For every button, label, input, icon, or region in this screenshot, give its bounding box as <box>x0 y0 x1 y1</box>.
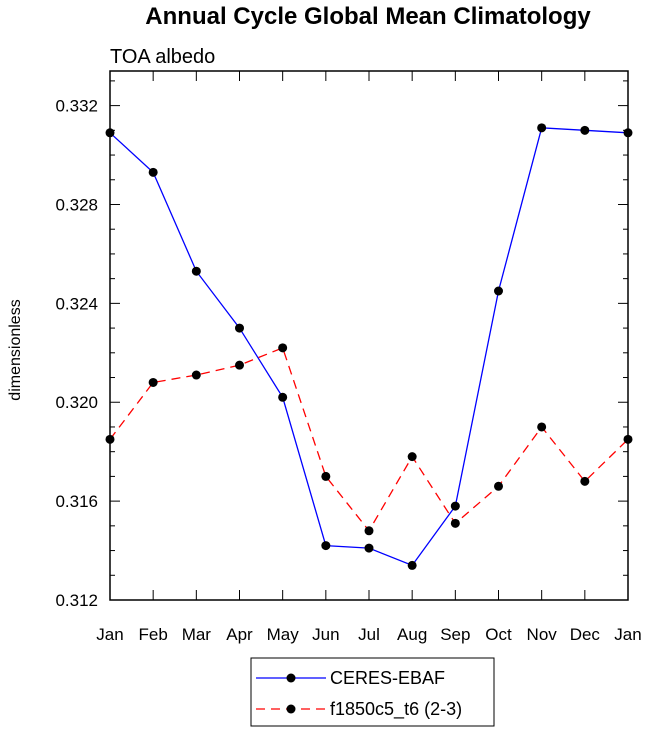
data-point-series-1 <box>407 452 417 462</box>
data-point-series-0 <box>450 501 460 511</box>
x-tick-labels: Jan Feb Mar Apr May Jun Jul Aug Sep Oct Nov Dec Jan <box>96 625 641 644</box>
legend-marker-series-1 <box>286 704 296 714</box>
data-point-series-0 <box>191 266 201 276</box>
y-tick-label: 0.320 <box>55 393 98 412</box>
data-point-series-0 <box>235 323 244 333</box>
data-point-series-0 <box>407 560 417 570</box>
x-tick-label: Jan <box>614 625 641 644</box>
legend-label-series-0: CERES-EBAF <box>330 668 445 688</box>
series-line-0 <box>109 127 629 567</box>
y-tick-label: 0.324 <box>55 294 98 313</box>
data-point-series-0 <box>623 128 633 138</box>
data-point-series-1 <box>321 471 331 481</box>
plot-frame <box>109 70 629 601</box>
data-point-series-0 <box>494 286 503 296</box>
chart-subtitle: TOA albedo <box>110 46 215 68</box>
legend-marker-series-0 <box>286 673 296 683</box>
y-tick-label: 0.316 <box>55 492 98 511</box>
data-point-series-0 <box>148 167 158 177</box>
y-tick-label: 0.332 <box>55 97 98 116</box>
data-point-series-0 <box>537 123 547 133</box>
series-line-1 <box>109 347 629 532</box>
x-tick-label: Oct <box>485 625 512 644</box>
data-point-series-0 <box>321 541 331 551</box>
y-tick-labels: 0.312 0.316 0.320 0.324 0.328 0.332 <box>55 97 98 610</box>
x-tick-label: Sep <box>440 625 470 644</box>
data-point-series-1 <box>235 360 244 370</box>
legend-box <box>250 657 495 727</box>
series-layer <box>105 123 633 570</box>
data-point-series-1 <box>278 343 288 353</box>
data-point-series-0 <box>580 125 590 135</box>
data-point-series-1 <box>148 377 158 387</box>
chart-title: Annual Cycle Global Mean Climatology <box>145 3 591 30</box>
data-point-series-1 <box>105 434 115 444</box>
x-tick-label: Nov <box>527 625 558 644</box>
legend-label-series-1: f1850c5_t6 (2-3) <box>330 699 462 720</box>
data-point-series-0 <box>278 392 288 402</box>
data-point-series-1 <box>623 434 633 444</box>
x-tick-label: Dec <box>570 625 601 644</box>
data-point-series-1 <box>450 518 460 528</box>
legend: CERES-EBAF f1850c5_t6 (2-3) <box>250 657 495 727</box>
data-point-series-1 <box>494 481 503 491</box>
y-tick-label: 0.328 <box>55 195 98 214</box>
axis-ticks <box>109 71 629 601</box>
data-point-series-1 <box>364 526 374 536</box>
x-tick-label: Jan <box>96 625 123 644</box>
x-tick-label: Feb <box>139 625 168 644</box>
x-tick-label: May <box>267 625 300 644</box>
x-tick-label: Apr <box>226 625 253 644</box>
x-tick-label: Mar <box>182 625 212 644</box>
x-tick-label: Aug <box>397 625 427 644</box>
data-point-series-1 <box>537 422 547 432</box>
x-tick-label: Jul <box>358 625 380 644</box>
x-tick-label: Jun <box>312 625 339 644</box>
y-tick-label: 0.312 <box>55 591 98 610</box>
data-point-series-0 <box>364 543 374 553</box>
data-point-series-1 <box>191 370 201 380</box>
data-point-series-1 <box>580 476 590 486</box>
y-axis-title: dimensionless <box>7 299 24 400</box>
data-point-series-0 <box>105 128 115 138</box>
